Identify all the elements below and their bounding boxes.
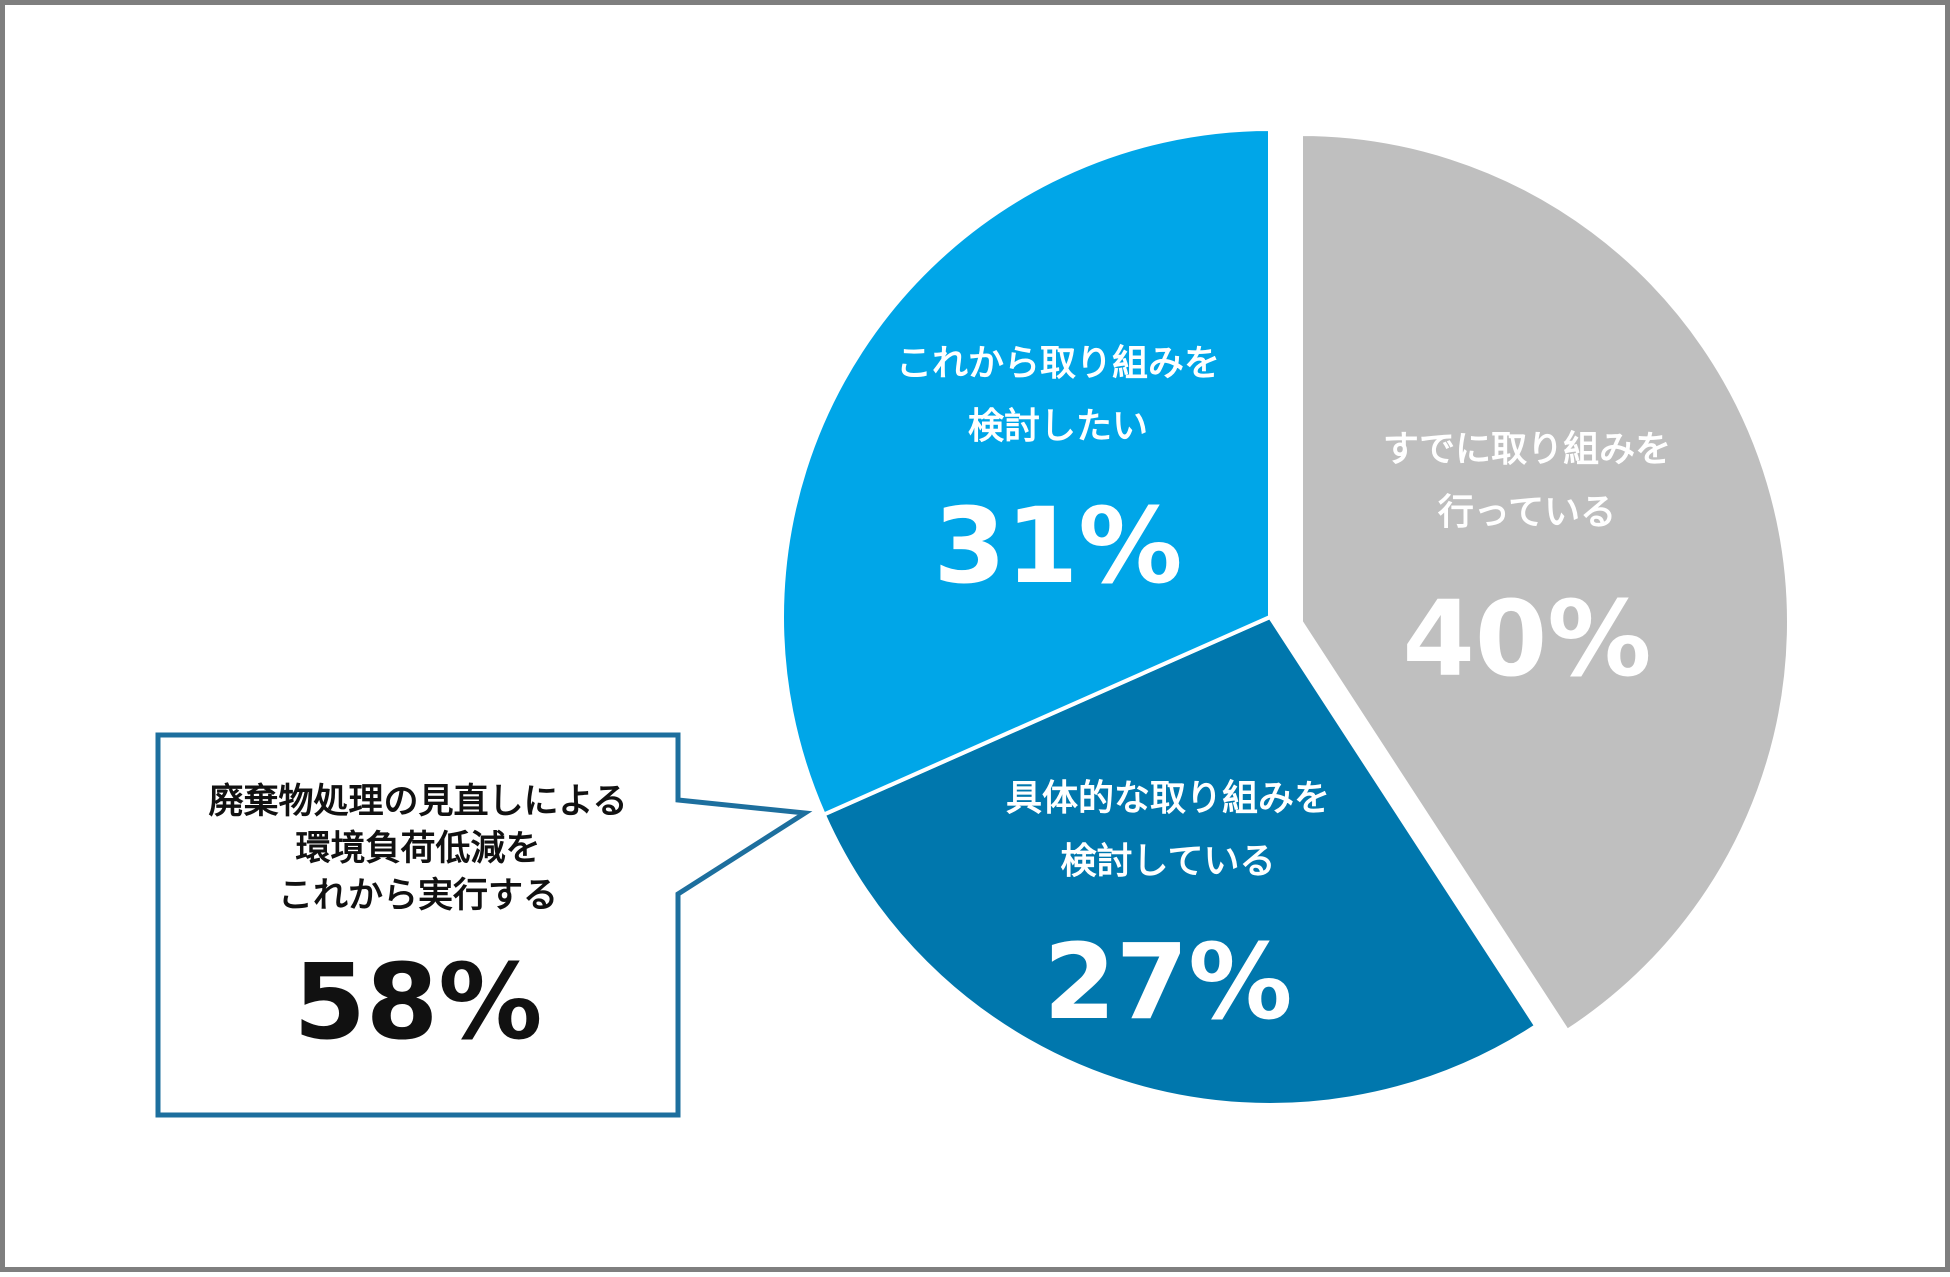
slice-3-label-line-2: 検討したい bbox=[968, 406, 1148, 447]
callout-line-2: 環境負荷低減を bbox=[295, 829, 540, 869]
callout-box bbox=[155, 732, 813, 1118]
callout: 廃棄物処理の見直しによる 環境負荷低減を これから実行する 58% bbox=[155, 732, 813, 1118]
slice-3-value: 31% bbox=[934, 485, 1183, 607]
pie-slice-2 bbox=[821, 615, 1539, 1107]
slice-2-label-line-2: 検討している bbox=[1061, 841, 1276, 882]
pie-slice-1 bbox=[1299, 132, 1791, 1033]
slice-2-label-line-1: 具体的な取り組みを bbox=[1006, 778, 1330, 819]
callout-value: 58% bbox=[294, 941, 543, 1063]
slice-1-label-line-2: 行っている bbox=[1438, 492, 1616, 533]
callout-line-3: これから実行する bbox=[278, 876, 558, 916]
slice-2-value: 27% bbox=[1044, 921, 1293, 1043]
slice-1-value: 40% bbox=[1403, 578, 1652, 700]
slice-3-label-line-1: これから取り組みを bbox=[896, 343, 1220, 384]
pie-slices bbox=[780, 127, 1791, 1107]
slice-1-label-line-1: すでに取り組みを bbox=[1383, 429, 1671, 470]
callout-line-1: 廃棄物処理の見直しによる bbox=[209, 782, 628, 822]
pie-slice-3 bbox=[780, 127, 1272, 817]
